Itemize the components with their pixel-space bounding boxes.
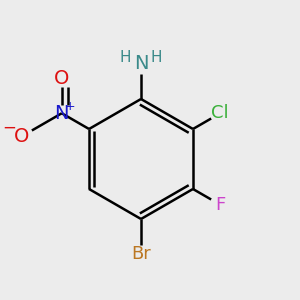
Text: +: +: [65, 100, 76, 113]
Text: H: H: [151, 50, 162, 65]
Text: O: O: [14, 127, 29, 146]
Text: N: N: [55, 104, 69, 123]
Text: F: F: [215, 196, 225, 214]
Text: −: −: [3, 119, 16, 137]
Text: H: H: [120, 50, 131, 65]
Text: O: O: [54, 69, 69, 88]
Text: N: N: [134, 54, 148, 73]
Text: Cl: Cl: [212, 104, 229, 122]
Text: Br: Br: [131, 245, 151, 263]
